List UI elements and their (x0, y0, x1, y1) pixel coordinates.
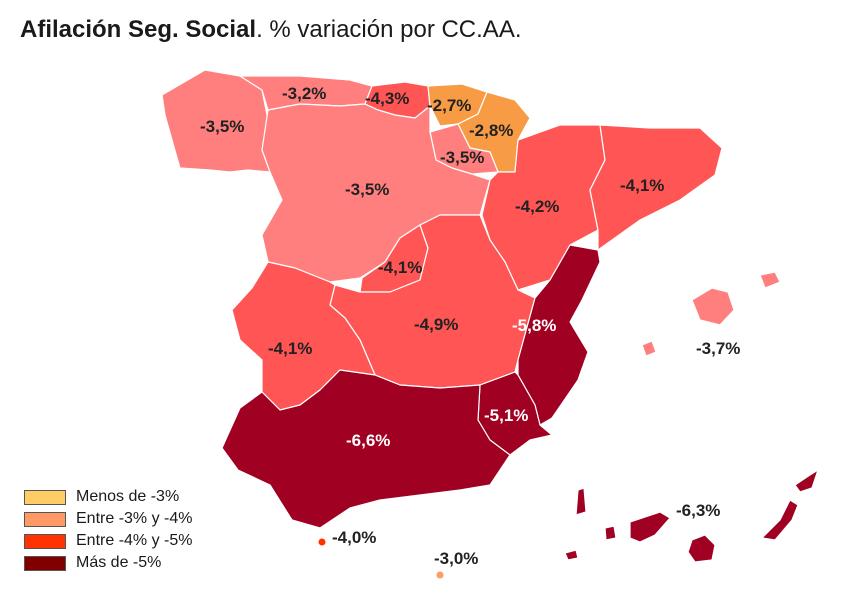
label-baleares: -3,7% (696, 339, 740, 358)
title-bold: Afilación Seg. Social (20, 16, 257, 43)
label-asturias: -3,2% (282, 84, 326, 103)
region-ceuta[interactable] (318, 538, 326, 546)
label-cantabria: -4,3% (365, 89, 409, 108)
map-title: Afilación Seg. Social. % variación por C… (20, 16, 522, 44)
region-baleares-ibiza[interactable] (641, 340, 657, 357)
label-melilla: -3,0% (434, 549, 478, 568)
legend-label: Menos de -3% (76, 488, 180, 505)
legend-item: Más de -5% (24, 552, 192, 574)
label-cataluna: -4,1% (620, 176, 664, 195)
label-castilla-leon: -3,5% (345, 180, 389, 199)
region-canarias-tenerife[interactable] (629, 511, 671, 543)
label-galicia: -3,5% (200, 117, 244, 136)
legend-label: Entre -3% y -4% (76, 510, 193, 527)
label-canarias: -6,3% (676, 501, 720, 520)
label-andalucia: -6,6% (346, 431, 390, 450)
region-andalucia[interactable] (221, 369, 511, 529)
title-rest: . % variación por CC.AA. (256, 16, 522, 43)
label-murcia: -5,1% (484, 406, 528, 425)
region-baleares-menorca[interactable] (759, 271, 781, 289)
label-aragon: -4,2% (515, 197, 559, 216)
legend-item: Entre -4% y -5% (24, 530, 192, 552)
region-canarias-gomera[interactable] (604, 525, 617, 541)
label-navarra: -2,8% (469, 121, 513, 140)
region-canarias-lanzarote[interactable] (794, 469, 819, 493)
legend-swatch (24, 489, 66, 505)
label-ceuta: -4,0% (332, 528, 376, 547)
region-baleares-mallorca[interactable] (691, 287, 735, 326)
legend-swatch (24, 533, 66, 549)
label-extremadura: -4,1% (268, 339, 312, 358)
label-castilla-la-mancha: -4,9% (414, 315, 458, 334)
region-canarias-palma[interactable] (575, 487, 587, 516)
label-la-rioja: -3,5% (440, 148, 484, 167)
legend-item: Entre -3% y -4% (24, 508, 192, 530)
region-canarias-fuerteventura[interactable] (761, 499, 799, 541)
legend-swatch (24, 511, 66, 527)
legend-label: Entre -4% y -5% (76, 532, 193, 549)
map-legend: Menos de -3% Entre -3% y -4% Entre -4% y… (24, 486, 192, 574)
region-canarias-hierro[interactable] (564, 549, 579, 561)
region-cataluna[interactable] (589, 124, 723, 251)
legend-swatch (24, 555, 66, 571)
legend-label: Más de -5% (76, 554, 162, 571)
region-comunidad-valenciana[interactable] (517, 244, 601, 426)
legend-item: Menos de -3% (24, 486, 192, 508)
label-pais-vasco: -2,7% (427, 96, 471, 115)
label-comunidad-valenciana: -5,8% (512, 316, 556, 335)
label-madrid: -4,1% (378, 258, 422, 277)
region-canarias-grancanaria[interactable] (687, 534, 716, 563)
region-melilla[interactable] (436, 571, 444, 579)
